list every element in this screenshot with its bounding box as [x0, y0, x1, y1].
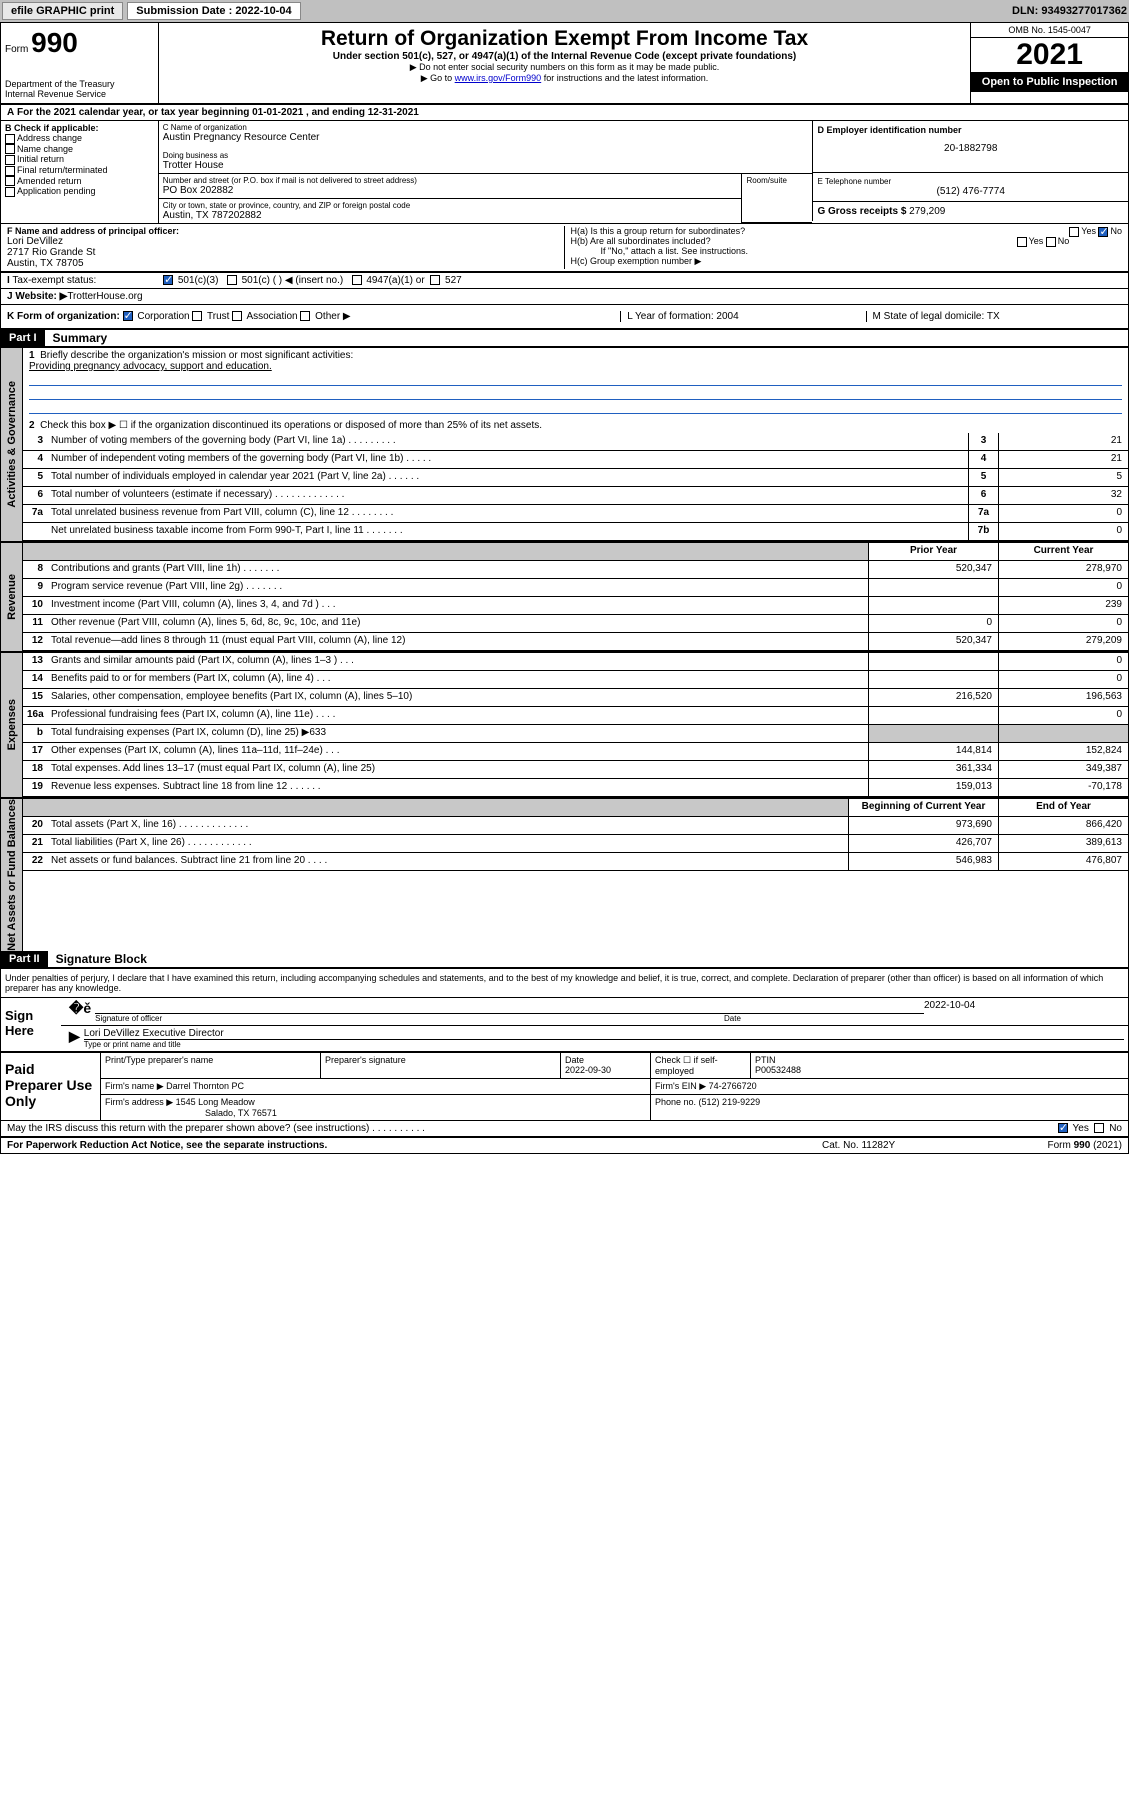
- col-current-year: Current Year: [998, 543, 1128, 560]
- revenue-section: Revenue Prior Year Current Year 8 Contri…: [1, 541, 1128, 651]
- part-2-header: Part II Signature Block: [1, 951, 1128, 969]
- expenses-section: Expenses 13 Grants and similar amounts p…: [1, 651, 1128, 797]
- irs-label: Internal Revenue Service: [5, 89, 154, 99]
- row-j-website: J Website: ▶ TrotterHouse.org: [1, 289, 1128, 305]
- line-9: 9 Program service revenue (Part VIII, li…: [23, 579, 1128, 597]
- vtab-expenses: Expenses: [6, 699, 18, 750]
- year-formation: L Year of formation: 2004: [620, 311, 865, 322]
- paid-preparer-block: Paid Preparer Use Only Print/Type prepar…: [1, 1053, 1128, 1121]
- line-2-discontinued: 2 Check this box ▶ ☐ if the organization…: [23, 418, 1128, 433]
- efile-print-button[interactable]: efile GRAPHIC print: [2, 2, 123, 20]
- row-i-j: I Tax-exempt status: 501(c)(3) 501(c) ( …: [1, 272, 1128, 289]
- form-note-1: ▶ Do not enter social security numbers o…: [163, 62, 966, 73]
- officer-group-row: F Name and address of principal officer:…: [1, 224, 1128, 272]
- line-1-mission: 1 Briefly describe the organization's mi…: [23, 348, 1128, 418]
- form-footer: For Paperwork Reduction Act Notice, see …: [1, 1138, 1128, 1153]
- net-assets-section: Net Assets or Fund Balances Beginning of…: [1, 797, 1128, 951]
- vtab-governance: Activities & Governance: [6, 381, 18, 508]
- form-subtitle: Under section 501(c), 527, or 4947(a)(1)…: [163, 51, 966, 62]
- omb-number: OMB No. 1545-0047: [971, 23, 1128, 38]
- state-domicile: M State of legal domicile: TX: [866, 311, 1122, 322]
- h-c-exemption: H(c) Group exemption number ▶: [571, 256, 1123, 267]
- line-5: 5 Total number of individuals employed i…: [23, 469, 1128, 487]
- declaration-text: Under penalties of perjury, I declare th…: [1, 969, 1128, 998]
- form-label: Form: [5, 44, 28, 55]
- line-3: 3 Number of voting members of the govern…: [23, 433, 1128, 451]
- sign-arrow-icon-2: ▶: [65, 1028, 84, 1049]
- vtab-net-assets: Net Assets or Fund Balances: [6, 799, 18, 951]
- period-row: A For the 2021 calendar year, or tax yea…: [1, 105, 1128, 121]
- line-14: 14 Benefits paid to or for members (Part…: [23, 671, 1128, 689]
- ein-cell: D Employer identification number 20-1882…: [812, 121, 1128, 173]
- form-header: Form 990 Department of the Treasury Inte…: [1, 23, 1128, 105]
- check-527[interactable]: [430, 275, 440, 285]
- line-21: 21 Total liabilities (Part X, line 26) .…: [23, 835, 1128, 853]
- info-grid: B Check if applicable: Address change Na…: [1, 121, 1128, 224]
- check-4947[interactable]: [352, 275, 362, 285]
- line-8: 8 Contributions and grants (Part VIII, l…: [23, 561, 1128, 579]
- line-b: b Total fundraising expenses (Part IX, c…: [23, 725, 1128, 743]
- check-other[interactable]: [300, 311, 310, 321]
- vtab-revenue: Revenue: [6, 574, 18, 620]
- phone-cell: E Telephone number (512) 476-7774: [812, 173, 1128, 202]
- form-title: Return of Organization Exempt From Incom…: [163, 27, 966, 51]
- check-trust[interactable]: [192, 311, 202, 321]
- check-association[interactable]: [232, 311, 242, 321]
- line-7a: 7a Total unrelated business revenue from…: [23, 505, 1128, 523]
- line-13: 13 Grants and similar amounts paid (Part…: [23, 653, 1128, 671]
- discuss-row: May the IRS discuss this return with the…: [1, 1121, 1128, 1138]
- check-application-pending[interactable]: Application pending: [5, 186, 154, 197]
- col-beginning-year: Beginning of Current Year: [848, 799, 998, 816]
- line-11: 11 Other revenue (Part VIII, column (A),…: [23, 615, 1128, 633]
- tax-year: 2021: [971, 38, 1128, 72]
- line-20: 20 Total assets (Part X, line 16) . . . …: [23, 817, 1128, 835]
- sign-here-block: Sign Here �ě Signature of officerDate 20…: [1, 998, 1128, 1053]
- check-amended-return[interactable]: Amended return: [5, 176, 154, 187]
- row-k-form-org: K Form of organization: Corporation Trus…: [1, 305, 1128, 330]
- line-10: 10 Investment income (Part VIII, column …: [23, 597, 1128, 615]
- line-12: 12 Total revenue—add lines 8 through 11 …: [23, 633, 1128, 651]
- check-corporation[interactable]: [123, 311, 133, 321]
- gross-receipts-cell: G Gross receipts $ 279,209: [812, 202, 1128, 221]
- dept-label: Department of the Treasury: [5, 79, 154, 89]
- dln-label: DLN: 93493277017362: [1012, 5, 1127, 17]
- check-501c[interactable]: [227, 275, 237, 285]
- check-501c3[interactable]: [163, 275, 173, 285]
- inspection-label: Open to Public Inspection: [971, 72, 1128, 92]
- check-address-change[interactable]: Address change: [5, 133, 154, 144]
- line-7b: Net unrelated business taxable income fr…: [23, 523, 1128, 541]
- city-cell: City or town, state or province, country…: [159, 199, 742, 223]
- check-name-change[interactable]: Name change: [5, 144, 154, 155]
- sign-arrow-icon: �ě: [65, 1000, 95, 1023]
- room-suite-cell: Room/suite: [742, 174, 812, 223]
- irs-link[interactable]: www.irs.gov/Form990: [455, 73, 542, 83]
- line-19: 19 Revenue less expenses. Subtract line …: [23, 779, 1128, 797]
- check-initial-return[interactable]: Initial return: [5, 154, 154, 165]
- line-18: 18 Total expenses. Add lines 13–17 (must…: [23, 761, 1128, 779]
- line-15: 15 Salaries, other compensation, employe…: [23, 689, 1128, 707]
- check-final-return[interactable]: Final return/terminated: [5, 165, 154, 176]
- discuss-no-check[interactable]: [1094, 1123, 1104, 1133]
- org-name-cell: C Name of organization Austin Pregnancy …: [159, 121, 813, 174]
- line-17: 17 Other expenses (Part IX, column (A), …: [23, 743, 1128, 761]
- col-end-year: End of Year: [998, 799, 1128, 816]
- line-22: 22 Net assets or fund balances. Subtract…: [23, 853, 1128, 871]
- line-6: 6 Total number of volunteers (estimate i…: [23, 487, 1128, 505]
- discuss-yes-check[interactable]: [1058, 1123, 1068, 1133]
- h-a-group-return: H(a) Is this a group return for subordin…: [571, 226, 1123, 236]
- activities-governance-section: Activities & Governance 1 Briefly descri…: [1, 348, 1128, 541]
- h-b-subordinates: H(b) Are all subordinates included? Yes …: [571, 236, 1123, 246]
- form-990: Form 990 Department of the Treasury Inte…: [0, 22, 1129, 1154]
- col-prior-year: Prior Year: [868, 543, 998, 560]
- part-1-header: Part I Summary: [1, 330, 1128, 348]
- top-bar: efile GRAPHIC print Submission Date : 20…: [0, 0, 1129, 22]
- form-note-2: ▶ Go to www.irs.gov/Form990 for instruct…: [163, 73, 966, 84]
- line-4: 4 Number of independent voting members o…: [23, 451, 1128, 469]
- street-address-cell: Number and street (or P.O. box if mail i…: [159, 174, 742, 199]
- col-b-checkboxes: B Check if applicable: Address change Na…: [1, 121, 159, 223]
- line-16a: 16a Professional fundraising fees (Part …: [23, 707, 1128, 725]
- form-number: 990: [31, 27, 78, 58]
- submission-date-button[interactable]: Submission Date : 2022-10-04: [127, 2, 300, 20]
